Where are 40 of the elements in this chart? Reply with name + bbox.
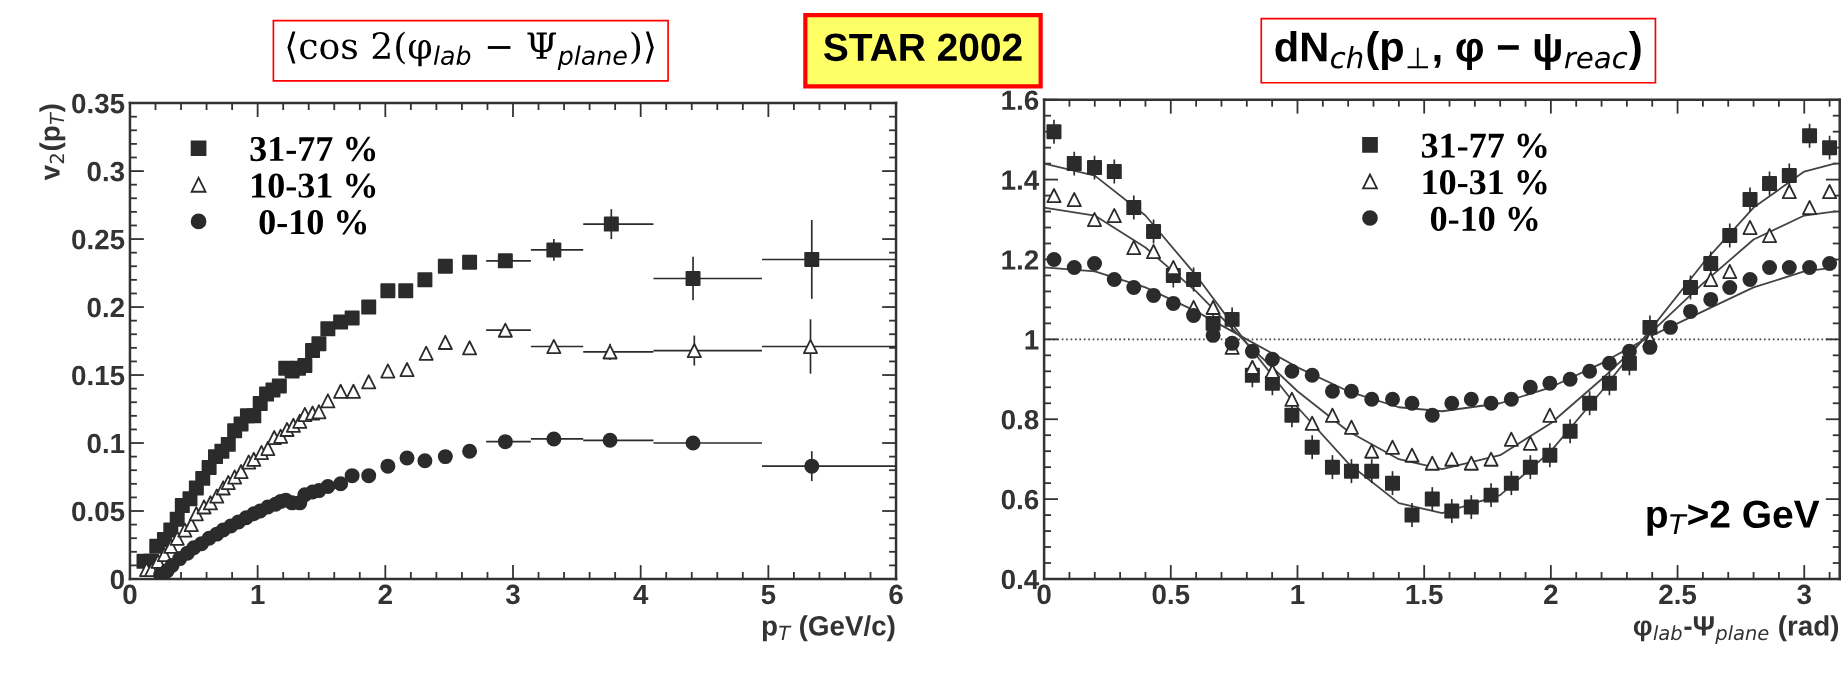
y-tick-label: 1 — [1025, 330, 1039, 350]
y-axis-title: v$_{2}$(p$_{T}$) — [39, 104, 66, 181]
x-tick-label: 6 — [889, 584, 903, 605]
annotation: p$_{T}$>2 GeV — [1647, 500, 1820, 536]
y-tick-label: 0.05 — [72, 501, 125, 522]
y-tick-label: 0.15 — [72, 365, 125, 386]
x-tick-label: 1 — [251, 584, 265, 604]
legend-label: 31-77 % — [250, 136, 376, 162]
x-tick-label: 2.5 — [1659, 584, 1697, 605]
text: STAR 2002 — [823, 33, 1022, 62]
y-tick-label: 0.2 — [87, 297, 124, 318]
y-tick-label: 0.4 — [1001, 569, 1040, 590]
x-tick-label: 4 — [633, 584, 649, 604]
y-tick-label: 0.8 — [1001, 409, 1039, 430]
y-tick-label: 0.25 — [72, 229, 125, 250]
legend-label: 0-10 % — [1430, 206, 1538, 232]
x-tick-label: 2 — [1544, 584, 1558, 604]
x-axis-title: p$_{T}$ (GeV/c) — [762, 615, 895, 642]
x-tick-label: 1 — [1291, 584, 1305, 604]
legend-label: 10-31 % — [252, 173, 376, 198]
y-tick-label: 0 — [110, 569, 124, 590]
y-tick-label: 0.35 — [72, 93, 125, 114]
text: dN$_{ch}$(p$_{⊥}$, φ − ψ$_{reac}$) — [1275, 31, 1641, 70]
legend-label: 31-77 % — [1421, 133, 1547, 158]
y-tick-label: 1.2 — [1002, 250, 1039, 270]
legend-label: 0-10 % — [259, 210, 367, 235]
x-tick-label: 3 — [1797, 584, 1811, 605]
text: ⟨cos 2(φ$_{lab}$ − Ψ$_{plane}$)⟩ — [287, 31, 654, 70]
y-tick-label: 0.3 — [87, 161, 125, 182]
y-tick-label: 0.6 — [1001, 489, 1039, 510]
x-axis-title: φ$_{lab}$-Ψ$_{plane}$ (rad) — [1633, 615, 1839, 645]
legend-label: 10-31 % — [1423, 170, 1547, 195]
x-tick-label: 3 — [505, 584, 520, 605]
y-tick-label: 1.6 — [1002, 90, 1039, 111]
x-tick-label: 2 — [378, 584, 392, 604]
y-tick-label: 1.4 — [1002, 170, 1040, 190]
y-tick-label: 0.1 — [87, 433, 125, 454]
x-tick-label: 0.5 — [1152, 584, 1190, 605]
x-tick-label: 5 — [761, 584, 776, 605]
x-tick-label: 1.5 — [1406, 584, 1443, 605]
